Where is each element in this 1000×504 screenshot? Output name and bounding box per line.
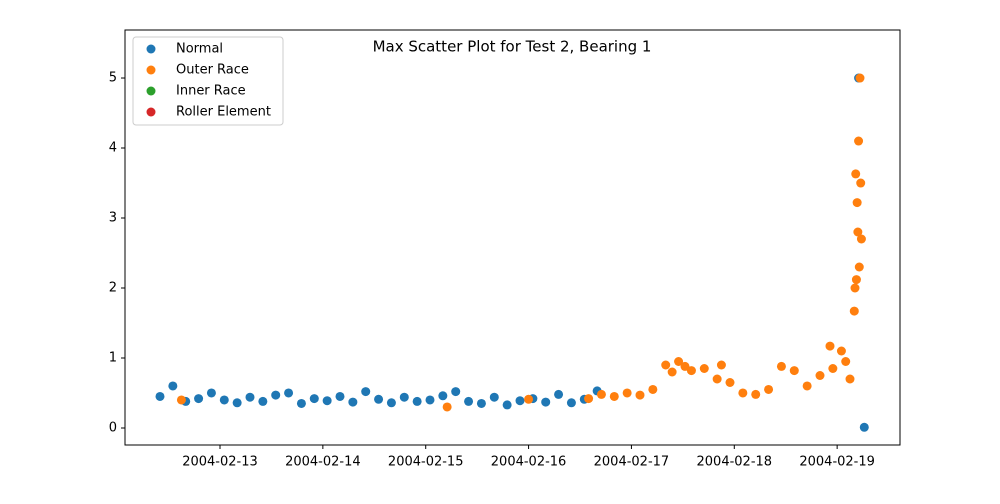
point (852, 198, 862, 208)
y-tick-label: 2 (109, 281, 117, 296)
point (815, 370, 825, 380)
point (686, 366, 696, 376)
point (515, 396, 525, 406)
point (851, 275, 861, 285)
point (751, 389, 761, 399)
point (828, 363, 838, 373)
point (309, 394, 319, 404)
point (609, 391, 619, 401)
point (635, 390, 645, 400)
point (219, 395, 229, 405)
x-tick-label: 2004-02-16 (491, 455, 567, 470)
point (853, 227, 863, 237)
point (849, 306, 859, 316)
legend-marker (146, 44, 156, 54)
point (789, 366, 799, 376)
point (194, 394, 204, 404)
legend-marker (146, 65, 156, 75)
point (284, 388, 294, 398)
point (425, 395, 435, 405)
point (850, 283, 860, 293)
point (399, 392, 409, 402)
point (554, 389, 564, 399)
point (856, 178, 866, 188)
legend-label: Normal (176, 42, 223, 57)
x-tick-label: 2004-02-19 (799, 455, 875, 470)
point (596, 389, 606, 399)
point (856, 234, 866, 244)
x-tick-label: 2004-02-13 (182, 455, 258, 470)
x-tick-label: 2004-02-15 (388, 455, 464, 470)
point (712, 374, 722, 384)
point (438, 391, 448, 401)
point (680, 361, 690, 371)
point (271, 390, 281, 400)
point (841, 356, 851, 366)
point (155, 391, 165, 401)
legend-box (132, 36, 284, 126)
legend-label: Inner Race (176, 84, 246, 99)
point (855, 73, 865, 83)
point (648, 384, 658, 394)
y-tick-label: 0 (109, 420, 117, 435)
y-tick-label: 5 (109, 71, 117, 86)
point (245, 392, 255, 402)
point (168, 381, 178, 391)
legend-label: Outer Race (176, 63, 249, 78)
point (502, 400, 512, 410)
point (335, 391, 345, 401)
point (524, 394, 534, 404)
point (622, 388, 632, 398)
y-tick-label: 4 (109, 141, 117, 156)
point (802, 381, 812, 391)
point (489, 392, 499, 402)
point (825, 341, 835, 351)
y-tick-label: 1 (109, 350, 117, 365)
x-tick-label: 2004-02-18 (697, 455, 773, 470)
point (258, 396, 268, 406)
point (845, 374, 855, 384)
point (412, 396, 422, 406)
point (566, 398, 576, 408)
point (322, 396, 332, 406)
point (541, 397, 551, 407)
point (667, 367, 677, 377)
point (442, 402, 452, 412)
legend-marker (146, 107, 156, 117)
point (764, 384, 774, 394)
point (206, 388, 216, 398)
y-tick-label: 3 (109, 211, 117, 226)
legend-marker (146, 86, 156, 96)
point (716, 360, 726, 370)
point (361, 387, 371, 397)
plot-frame (124, 29, 901, 446)
chart-title: Max Scatter Plot for Test 2, Bearing 1 (373, 38, 652, 56)
point (674, 356, 684, 366)
point (854, 136, 864, 146)
point (854, 262, 864, 272)
point (859, 422, 869, 432)
point (738, 388, 748, 398)
point (661, 360, 671, 370)
point (348, 397, 358, 407)
point (386, 398, 396, 408)
point (836, 346, 846, 356)
point (776, 361, 786, 371)
point (451, 387, 461, 397)
point (176, 395, 186, 405)
point (232, 398, 242, 408)
point (851, 169, 861, 179)
point (725, 377, 735, 387)
legend-label: Roller Element (176, 105, 271, 120)
point (374, 394, 384, 404)
point (476, 398, 486, 408)
point (464, 396, 474, 406)
x-tick-label: 2004-02-14 (285, 455, 361, 470)
x-tick-label: 2004-02-17 (594, 455, 670, 470)
point (584, 394, 594, 404)
point (699, 363, 709, 373)
point (296, 398, 306, 408)
